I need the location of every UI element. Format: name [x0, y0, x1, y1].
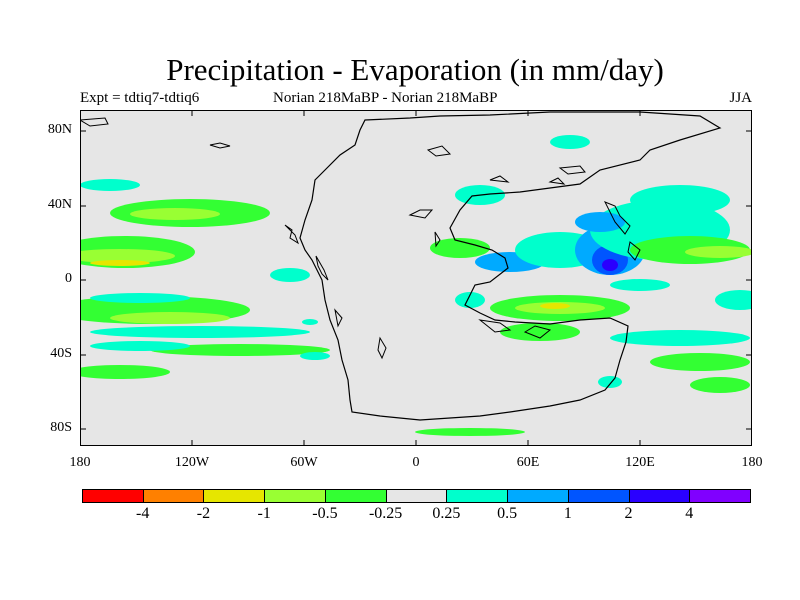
colorbar-box: [567, 489, 630, 503]
colorbar: [82, 489, 751, 503]
colorbar-box: [507, 489, 569, 503]
colorbar-label: 1: [563, 505, 572, 522]
experiment-label: Expt = tdtiq7-tdtiq6: [80, 90, 200, 106]
x-tick-label: 120W: [174, 455, 210, 470]
x-tick-label: 120E: [625, 455, 655, 470]
colorbar-label: -0.25: [368, 505, 403, 522]
period-label: Norian 218MaBP - Norian 218MaBP: [273, 90, 498, 106]
field-pacific: [80, 179, 330, 379]
colorbar-box: [689, 489, 751, 503]
x-tick-label: 180: [741, 455, 763, 470]
colorbar-box: [82, 489, 144, 503]
season-label: JJA: [729, 90, 752, 106]
coastline-islands: [80, 117, 641, 360]
x-tick-label: 180: [69, 455, 91, 470]
colorbar-label: -2: [196, 505, 211, 522]
field-tethys: [415, 135, 752, 436]
colorbar-label: 2: [624, 505, 633, 522]
colorbar-box: [628, 489, 691, 503]
colorbar-box: [264, 489, 326, 503]
colorbar-label: -4: [136, 505, 150, 522]
colorbar-label: -0.5: [312, 505, 338, 522]
x-tick-label: 60W: [290, 455, 318, 470]
y-tick-label: 80N: [47, 122, 72, 137]
colorbar-label: 0.25: [432, 505, 461, 522]
map-svg: [80, 110, 752, 446]
colorbar-box: [142, 489, 205, 503]
map-background: [80, 110, 752, 446]
x-tick-label: 0: [412, 455, 420, 470]
axis-ticks: [80, 110, 752, 446]
colorbar-box: [203, 489, 266, 503]
colorbar-label: 0.5: [497, 505, 518, 522]
y-tick-label: 40N: [47, 197, 72, 212]
y-tick-label: 0: [65, 271, 72, 286]
colorbar-box: [324, 489, 387, 503]
x-tick-label: 60E: [516, 455, 540, 470]
plot-title: Precipitation - Evaporation (in mm/day): [166, 52, 664, 87]
colorbar-box: [446, 489, 509, 503]
colorbar-box: [385, 489, 448, 503]
colorbar-label: 4: [685, 505, 694, 522]
y-tick-label: 40S: [50, 346, 72, 361]
map-panel: [80, 110, 752, 446]
colorbar-label: -1: [257, 505, 271, 522]
coastline-pangaea: [299, 111, 722, 421]
y-tick-label: 80S: [50, 420, 72, 435]
